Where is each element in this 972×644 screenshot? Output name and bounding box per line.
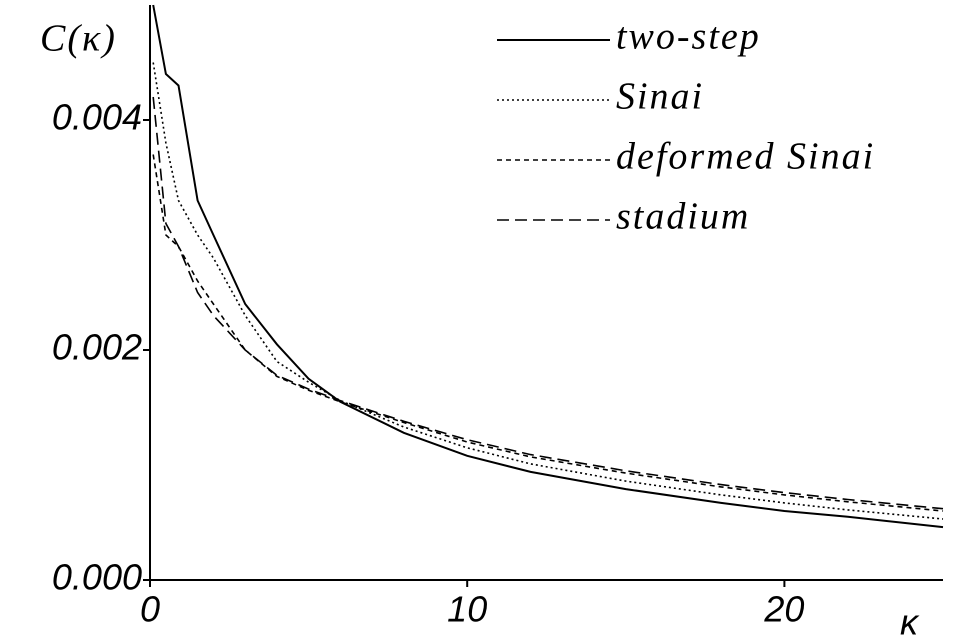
- legend-label: stadium: [616, 196, 750, 238]
- series-line: [152, 96, 944, 510]
- y-axis-label: C(κ): [40, 18, 117, 60]
- legend-label: deformed Sinai: [616, 136, 875, 178]
- x-tick-label: 20: [763, 589, 804, 630]
- y-tick-label: 0.002: [52, 327, 142, 368]
- legend-label: two-step: [616, 16, 761, 58]
- series-line: [152, 4, 944, 529]
- x-axis-label: κ: [900, 602, 920, 643]
- x-tick-label: 0: [140, 589, 160, 630]
- x-tick-label: 10: [447, 589, 487, 630]
- y-tick-label: 0.004: [52, 97, 142, 138]
- series-line: [152, 62, 944, 520]
- y-tick-label: 0.000: [52, 557, 142, 598]
- legend-label: Sinai: [616, 76, 704, 118]
